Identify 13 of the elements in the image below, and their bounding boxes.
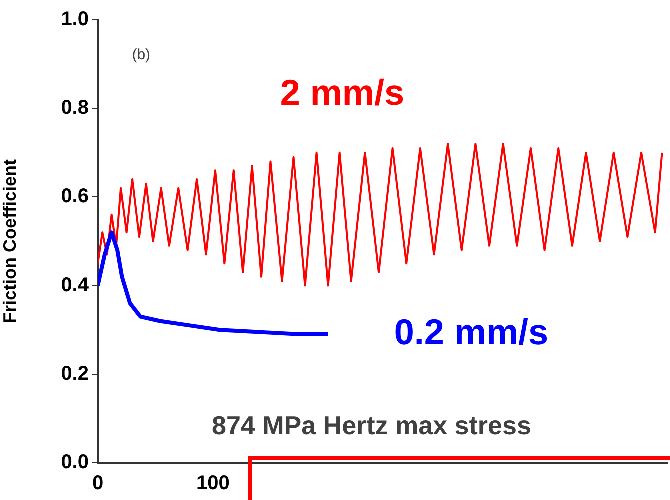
annotation: 874 MPa Hertz max stress bbox=[212, 410, 532, 441]
series-label: 0.2 mm/s bbox=[394, 311, 548, 352]
annotation: (b) bbox=[132, 46, 151, 64]
series-label: 2 mm/s bbox=[280, 72, 404, 114]
y-tick-label: 0.8 bbox=[61, 97, 89, 120]
y-tick-label: 0.0 bbox=[61, 452, 89, 474]
y-tick-label: 0.6 bbox=[61, 186, 89, 208]
y-tick-label: 0.2 bbox=[61, 362, 89, 385]
y-axis-title: Friction Coefficient bbox=[0, 159, 20, 324]
x-tick-label: 100 bbox=[196, 472, 230, 495]
x-tick-label: 0 bbox=[92, 472, 104, 495]
y-tick-label: 1.0 bbox=[61, 8, 89, 31]
y-tick-label: 0.4 bbox=[61, 274, 90, 296]
